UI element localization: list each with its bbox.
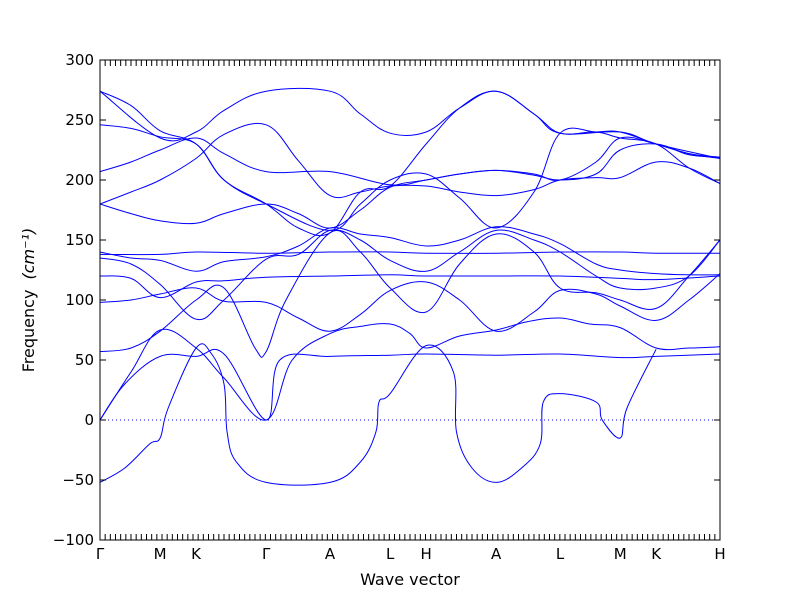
x-tick-label: M: [154, 545, 167, 563]
series-layer: [100, 87, 720, 486]
y-tick-label: 300: [65, 51, 94, 69]
x-tick-label: M: [614, 545, 627, 563]
phonon-branch-9: [100, 226, 720, 276]
x-tick-label: L: [386, 545, 395, 563]
y-axis-label-unit: (cm⁻¹): [19, 228, 38, 280]
phonon-branch-2: [100, 348, 720, 421]
phonon-branch-8: [100, 251, 720, 256]
phonon-branch-7: [100, 229, 720, 321]
x-tick-label: A: [491, 545, 502, 563]
y-tick-label: 100: [65, 291, 94, 309]
x-tick-label: K: [651, 545, 662, 563]
y-tick-label: 0: [84, 411, 94, 429]
x-axis-label: Wave vector: [360, 570, 460, 589]
y-axis-label: Frequency (cm⁻¹): [19, 228, 38, 372]
y-tick-label: −100: [53, 531, 94, 549]
phonon-branch-3: [100, 343, 657, 486]
y-tick-label: 150: [65, 231, 94, 249]
phonon-branch-12: [100, 136, 720, 186]
x-tick-label: H: [714, 545, 725, 563]
y-tick-label: 200: [65, 171, 94, 189]
phonon-branch-6: [100, 274, 720, 299]
x-tick-label: Γ: [262, 545, 271, 563]
y-tick-label: −50: [62, 471, 94, 489]
y-tick-label: 250: [65, 111, 94, 129]
y-axis: −100 −50 0 50 100 150 200 250 300: [53, 51, 720, 549]
y-tick-label: 50: [75, 351, 94, 369]
phonon-branch-14: [100, 90, 720, 237]
x-tick-label: K: [191, 545, 202, 563]
phonon-branch-10: [100, 143, 720, 229]
x-tick-label: L: [556, 545, 565, 563]
y-axis-label-text: Frequency: [19, 290, 38, 373]
x-tick-label: H: [420, 545, 431, 563]
phonon-branch-11: [100, 122, 720, 205]
phonon-branch-5: [100, 273, 720, 332]
phonon-branch-1: [100, 317, 720, 421]
x-tick-label: A: [325, 545, 336, 563]
phonon-branch-4: [100, 230, 720, 358]
phonon-branch-15: [100, 87, 720, 159]
x-tick-label: Γ: [96, 545, 105, 563]
